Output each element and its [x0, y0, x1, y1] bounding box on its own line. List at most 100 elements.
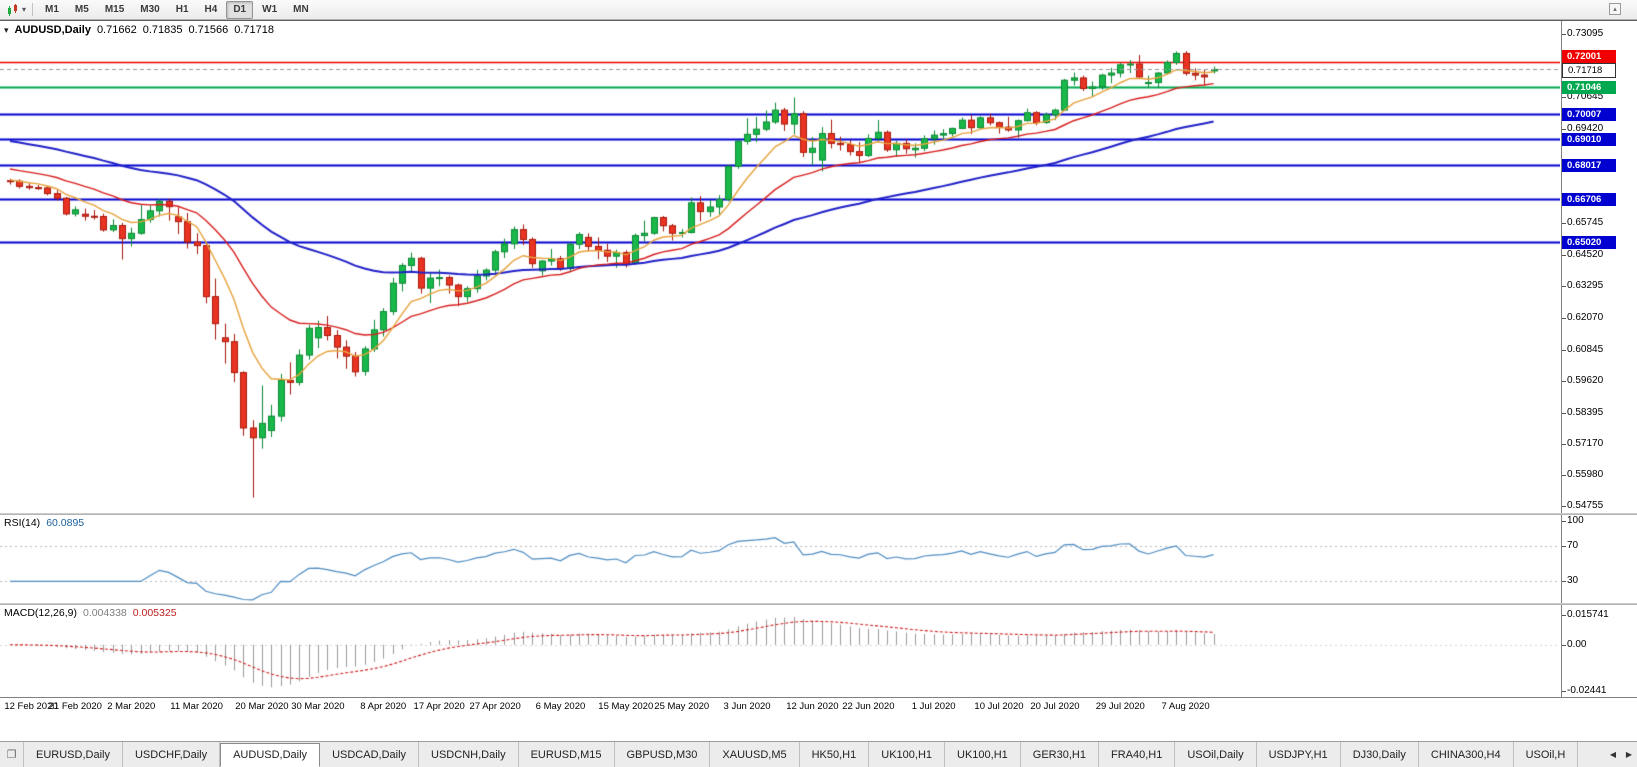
macd-scale-label: 0.015741 [1562, 609, 1609, 620]
price-label: 0.55980 [1561, 468, 1604, 480]
main-chart-pane: ▾ AUDUSD,Daily 0.71662 0.71835 0.71566 0… [0, 21, 1637, 513]
rsi-canvas[interactable] [0, 515, 1560, 603]
date-label: 25 May 2020 [654, 701, 710, 712]
date-label: 1 Jul 2020 [911, 701, 956, 712]
toolbar-corner-button[interactable]: ▴ [1609, 3, 1621, 15]
macd-scale-label: -0.02441 [1561, 685, 1607, 696]
rsi-scale-label: 100 [1562, 515, 1584, 526]
macd-canvas[interactable] [0, 605, 1560, 697]
timeframe-button-m5[interactable]: M5 [74, 3, 89, 15]
chart-open-value: 0.71662 [96, 24, 137, 36]
one-click-trading-arrow-icon[interactable]: ▾ [4, 24, 9, 35]
price-label: 0.60845 [1561, 343, 1604, 355]
price-label: 0.58395 [1561, 406, 1604, 418]
chart-tabs: EURUSD,Daily USDCHF,Daily AUDUSD,Daily USDC… [24, 742, 1579, 767]
chart-symbol-period: AUDUSD,Daily [14, 24, 91, 36]
date-label: 20 Mar 2020 [235, 701, 289, 712]
date-label: 12 Jun 2020 [786, 701, 839, 712]
timeframe-toolbar: ▾ M1 M5 M15 M30 H1 H4 D1 W1 MN ▴ [0, 0, 1637, 20]
chart-title: ▾ AUDUSD,Daily 0.71662 0.71835 0.71566 0… [4, 24, 274, 36]
chart-tab-audusd-daily[interactable]: AUDUSD,Daily [220, 743, 321, 767]
timeframe-button-m1[interactable]: M1 [45, 3, 59, 15]
chart-tab-usdjpy-h1[interactable]: USDJPY,H1 [1256, 742, 1341, 767]
windows-list-icon[interactable]: ❐ [0, 742, 24, 767]
chart-type-icon[interactable] [4, 3, 22, 17]
rsi-value: 60.0895 [46, 517, 85, 529]
rsi-scale-label: 70 [1561, 539, 1579, 551]
rsi-scale-axis[interactable]: 100 70 30 [1561, 515, 1637, 603]
date-label: 21 Feb 2020 [48, 701, 102, 712]
macd-main-value: 0.004338 [82, 607, 127, 619]
chart-tab-hk50-h1[interactable]: HK50,H1 [799, 742, 870, 767]
date-label: 6 May 2020 [535, 701, 586, 712]
macd-scale-axis[interactable]: 0.015741 0.00 -0.02441 [1561, 605, 1637, 697]
date-label: 29 Jul 2020 [1095, 701, 1145, 712]
chart-tab-dj30-daily[interactable]: DJ30,Daily [1340, 742, 1419, 767]
chart-tab-usdcnh-daily[interactable]: USDCNH,Daily [419, 742, 519, 767]
pane-splitter[interactable] [0, 513, 1637, 515]
price-line-badge: 0.65020 [1562, 236, 1616, 249]
toolbar-separator [32, 3, 34, 16]
price-line-badge: 0.68017 [1562, 158, 1616, 172]
rsi-label: RSI(14) [4, 517, 41, 529]
date-axis[interactable]: 12 Feb 2020 21 Feb 2020 2 Mar 2020 11 Mar 2… [0, 697, 1637, 719]
price-label: 0.73095 [1561, 28, 1604, 39]
timeframe-button-m30[interactable]: M30 [140, 3, 160, 15]
bottom-filler [0, 719, 1637, 741]
date-label: 7 Aug 2020 [1161, 701, 1210, 712]
tab-scroll-right-icon[interactable]: ▶ [1625, 750, 1633, 759]
date-label: 15 May 2020 [598, 701, 654, 712]
chart-tab-gbpusd-m30[interactable]: GBPUSD,M30 [614, 742, 711, 767]
chart-close-value: 0.71718 [234, 24, 274, 36]
chart-tab-usdcad-daily[interactable]: USDCAD,Daily [320, 742, 420, 767]
timeframe-button-mn[interactable]: MN [293, 3, 309, 15]
date-label: 3 Jun 2020 [723, 701, 771, 712]
date-label: 12 Feb 2020 [4, 701, 58, 712]
pane-splitter[interactable] [0, 603, 1637, 605]
price-line-badge: 0.71046 [1562, 80, 1616, 94]
timeframe-button-h4[interactable]: H4 [204, 3, 218, 15]
date-label: 20 Jul 2020 [1030, 701, 1080, 712]
macd-pane: MACD(12,26,9) 0.004338 0.005325 0.015741… [0, 605, 1637, 697]
date-label: 11 Mar 2020 [170, 701, 223, 712]
price-label: 0.65745 [1561, 217, 1604, 229]
rsi-scale-label: 30 [1561, 575, 1579, 586]
chart-tab-uk100-h1[interactable]: UK100,H1 [945, 742, 1021, 767]
price-label: 0.63295 [1561, 280, 1604, 292]
chart-tab-usdchf-daily[interactable]: USDCHF,Daily [122, 742, 221, 767]
price-line-badge: 0.70007 [1562, 107, 1616, 121]
tab-scroll-left-icon[interactable]: ◀ [1609, 750, 1617, 759]
date-label: 17 Apr 2020 [413, 701, 465, 712]
chart-high-value: 0.71835 [142, 24, 183, 36]
tab-spacer [1578, 742, 1605, 767]
chart-tab-fra40-h1[interactable]: FRA40,H1 [1098, 742, 1176, 767]
timeframe-button-h1[interactable]: H1 [175, 3, 189, 15]
date-label: 22 Jun 2020 [842, 701, 895, 712]
timeframe-button-d1[interactable]: D1 [226, 0, 254, 19]
price-label: 0.70645 [1561, 91, 1604, 103]
chart-tab-eurusd-m15[interactable]: EURUSD,M15 [518, 742, 615, 767]
timeframe-button-w1[interactable]: W1 [262, 3, 278, 15]
chart-tab-usoil-h[interactable]: USOil,H [1513, 742, 1579, 767]
chart-low-value: 0.71566 [188, 24, 229, 36]
date-label: 10 Jul 2020 [974, 701, 1024, 712]
date-label: 8 Apr 2020 [360, 701, 407, 712]
chart-type-caret-icon[interactable]: ▾ [22, 5, 27, 14]
price-axis[interactable]: 0.73095 0.70645 0.69420 0.65745 0.64520 0.632… [1561, 21, 1637, 513]
chart-tab-bar: ❐ EURUSD,Daily USDCHF,Daily AUDUSD,Daily US… [0, 741, 1637, 767]
price-line-badge: 0.72001 [1562, 50, 1616, 64]
chart-tab-uk100-h1[interactable]: UK100,H1 [869, 742, 946, 767]
chart-tab-ger30-h1[interactable]: GER30,H1 [1020, 742, 1099, 767]
chart-tab-china300-h4[interactable]: CHINA300,H4 [1418, 742, 1514, 767]
chart-tab-usoil-daily[interactable]: USOil,Daily [1175, 742, 1257, 767]
macd-scale-label: 0.00 [1561, 638, 1587, 650]
chart-tab-eurusd-daily[interactable]: EURUSD,Daily [24, 742, 123, 767]
price-label: 0.59620 [1561, 375, 1604, 387]
current-price-badge: 0.71718 [1562, 63, 1616, 79]
timeframe-button-m15[interactable]: M15 [104, 3, 125, 15]
main-chart-canvas[interactable] [0, 21, 1560, 513]
chart-tab-xauusd-m5[interactable]: XAUUSD,M5 [710, 742, 800, 767]
rsi-pane: RSI(14) 60.0895 100 70 30 [0, 515, 1637, 603]
date-label: 2 Mar 2020 [107, 701, 156, 712]
price-label: 0.69420 [1561, 122, 1604, 134]
